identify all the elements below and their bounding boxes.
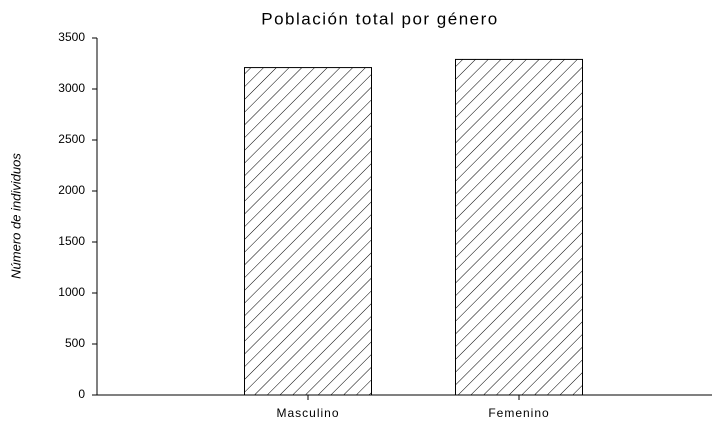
- y-tick-label: 2500: [58, 132, 85, 146]
- chart-title: Población total por género: [261, 9, 498, 28]
- x-tick-label: Femenino: [488, 406, 549, 420]
- y-axis-label: Número de individuos: [8, 153, 23, 279]
- bar: [244, 67, 372, 396]
- x-tick-label: Masculino: [276, 406, 339, 420]
- y-tick-label: 3500: [58, 30, 85, 44]
- y-tick-label: 2000: [58, 183, 85, 197]
- y-tick-label: 1500: [58, 234, 85, 248]
- y-tick-label: 3000: [58, 81, 85, 95]
- y-tick-label: 500: [65, 336, 85, 350]
- y-tick-label: 1000: [58, 285, 85, 299]
- bar: [455, 58, 583, 396]
- y-tick-label: 0: [78, 387, 85, 401]
